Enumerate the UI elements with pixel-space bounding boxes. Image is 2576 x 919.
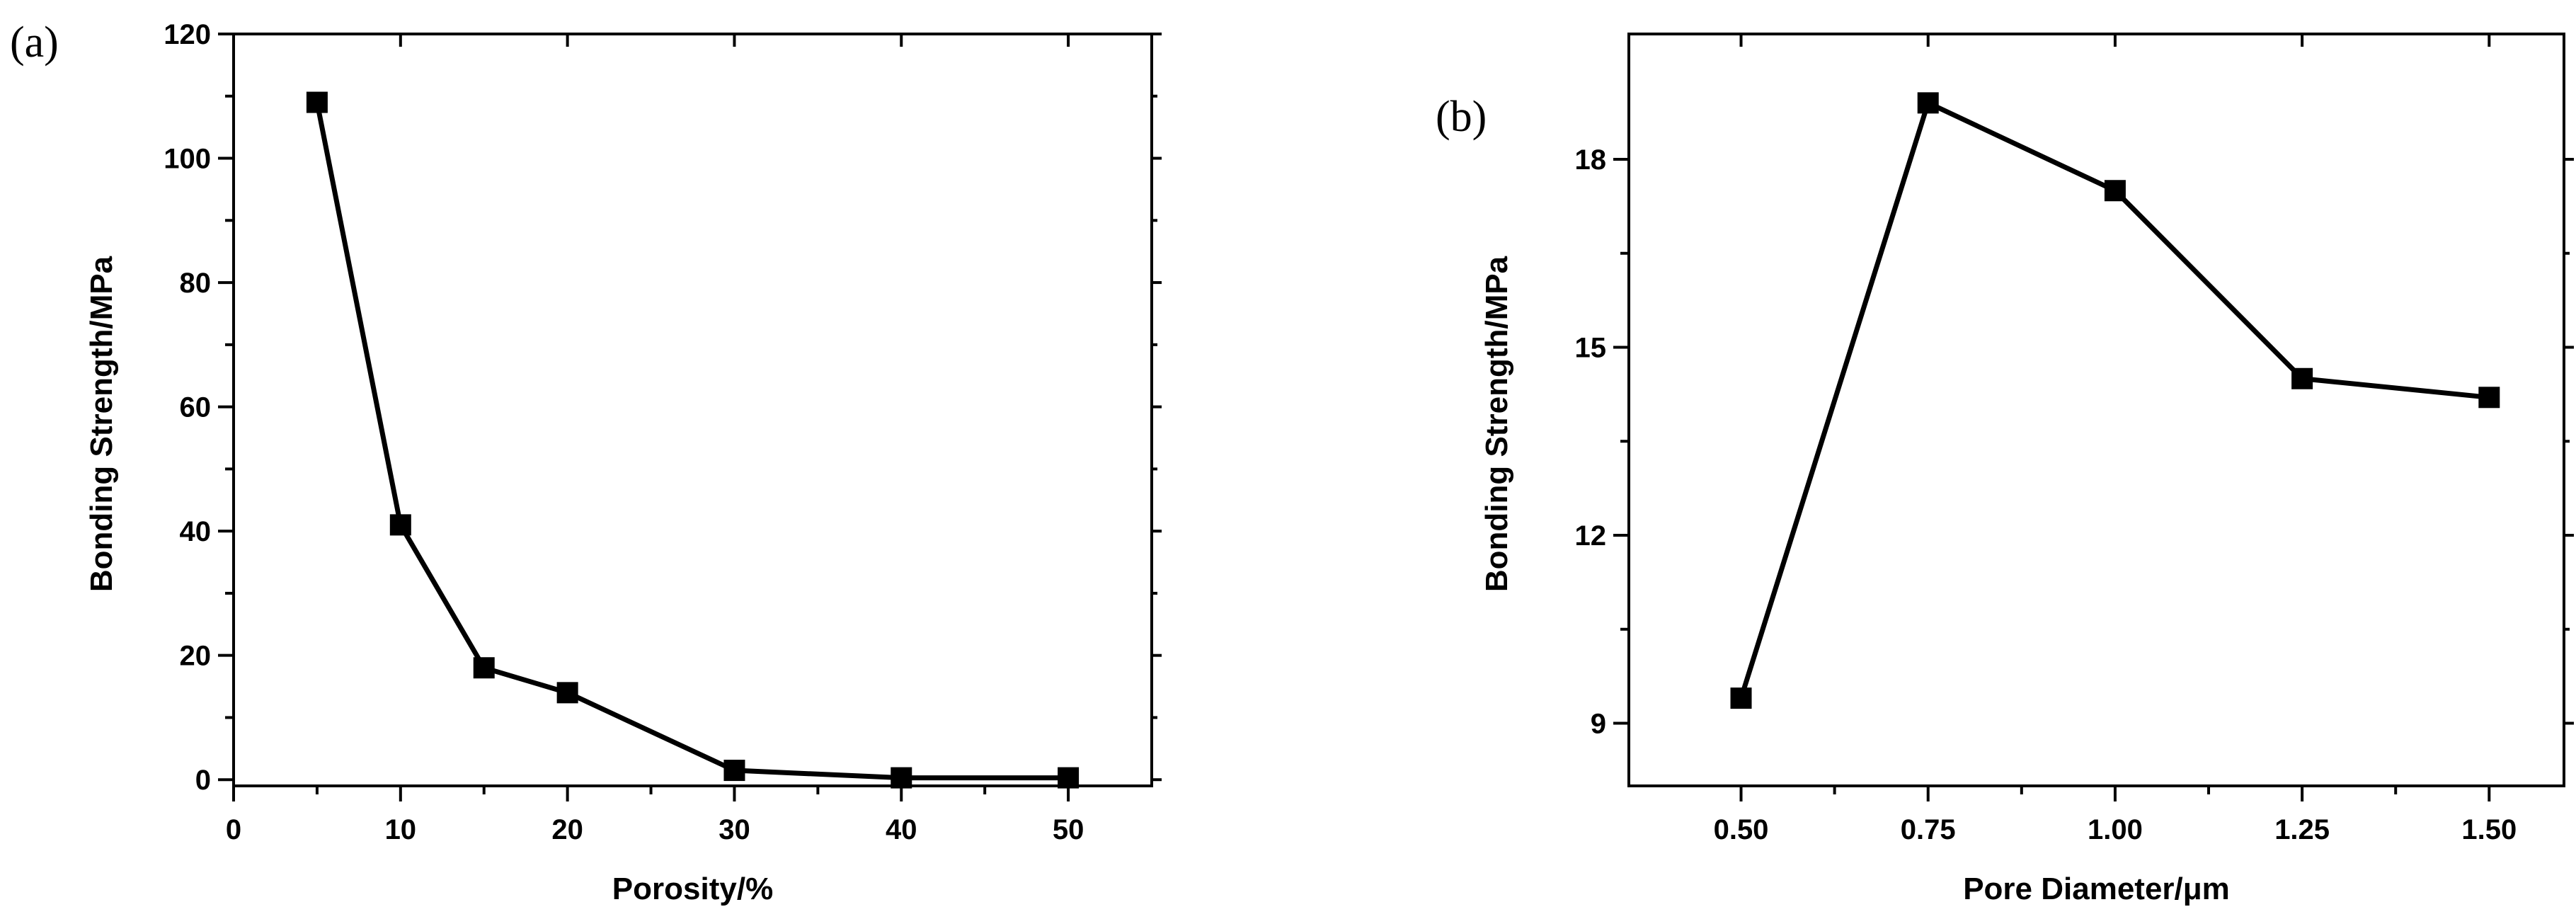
data-point <box>389 514 411 536</box>
y-tick-label: 120 <box>164 19 211 50</box>
data-point <box>2104 180 2126 202</box>
x-tick-label: 20 <box>551 814 583 845</box>
y-tick-label: 12 <box>1575 520 1607 552</box>
y-tick-label: 20 <box>180 641 212 672</box>
x-tick-label: 0.50 <box>1714 814 1769 845</box>
plot-frame <box>1627 33 2565 787</box>
y-axis-title: Bonding Strength/MPa <box>84 256 119 592</box>
panel-label-a: (a) <box>10 18 59 67</box>
data-point <box>473 657 495 679</box>
data-point <box>2291 367 2313 389</box>
y-tick-label: 15 <box>1575 333 1607 364</box>
y-tick-label: 80 <box>180 268 212 299</box>
y-tick-label: 0 <box>195 765 211 796</box>
y-axis-title: Bonding Strength/MPa <box>1479 256 1514 592</box>
data-point <box>1058 767 1080 789</box>
y-tick-label: 100 <box>164 144 211 175</box>
data-point <box>723 760 745 782</box>
data-point <box>1917 92 1939 114</box>
y-tick-label: 60 <box>180 392 212 423</box>
chart-panel-a: 0 10 20 30 40 50 0 20 40 60 80 100 120 Porosity/% Bond… <box>10 18 1162 906</box>
x-tick-label: 40 <box>886 814 917 845</box>
x-tick-label: 1.50 <box>2461 814 2517 845</box>
series-line <box>314 101 1069 781</box>
x-axis-title: Pore Diameter/μm <box>1963 872 2230 906</box>
data-point <box>1730 687 1752 709</box>
data-point <box>2478 387 2500 409</box>
data-point <box>891 767 912 789</box>
data-point <box>556 682 578 704</box>
x-tick-label: 1.25 <box>2274 814 2330 845</box>
y-tick-label: 18 <box>1575 144 1607 176</box>
data-point <box>306 91 328 113</box>
y-tick-label: 40 <box>180 516 212 547</box>
x-tick-label: 1.00 <box>2088 814 2143 845</box>
panel-label-b: (b) <box>1436 93 1487 141</box>
chart-panel-b: 0.50 0.75 1.00 1.25 1.50 9 12 15 18 Pore Diameter… <box>1436 33 2574 906</box>
x-tick-label: 10 <box>385 814 417 845</box>
x-tick-label: 0 <box>226 814 241 845</box>
x-axis-title: Porosity/% <box>612 872 773 906</box>
plot-frame <box>232 33 1153 787</box>
y-tick-label: 9 <box>1591 709 1606 740</box>
x-tick-label: 30 <box>719 814 750 845</box>
x-tick-label: 50 <box>1053 814 1084 845</box>
x-tick-label: 0.75 <box>1901 814 1956 845</box>
